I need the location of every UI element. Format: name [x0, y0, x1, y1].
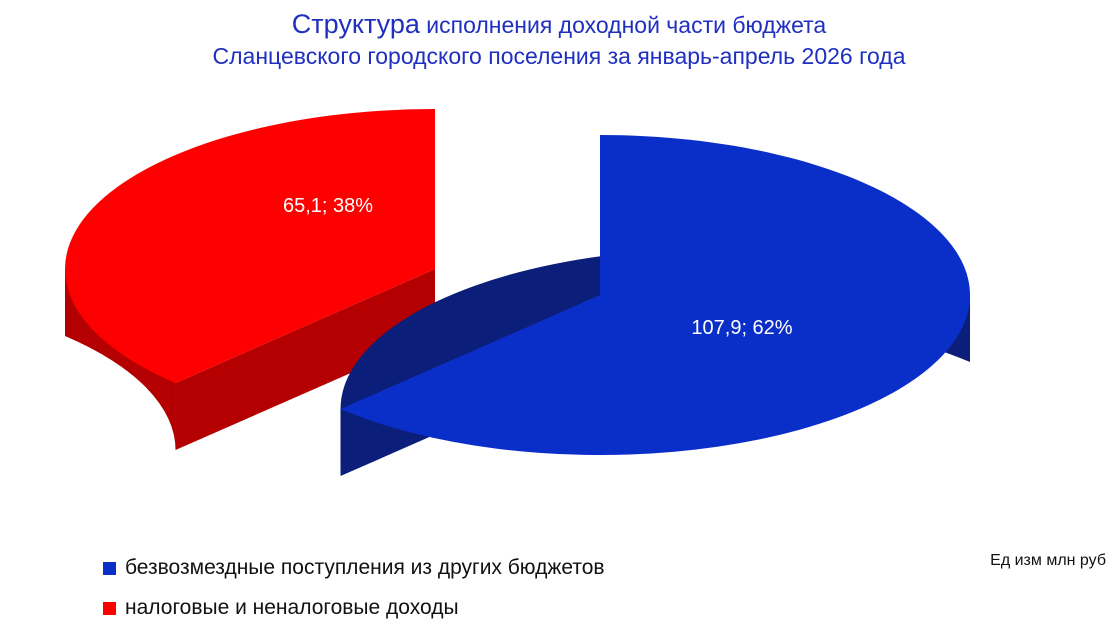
- legend-swatch-red: [103, 601, 116, 615]
- data-label: 107,9; 62%: [691, 317, 792, 339]
- unit-note: Ед изм млн руб: [990, 552, 1106, 569]
- legend-label-tax: налоговые и неналоговые доходы: [125, 596, 459, 619]
- legend-item-grants: безвозмездные поступления из других бюдж…: [103, 548, 605, 588]
- slice-top: [340, 135, 970, 455]
- slice-grants: 107,9; 62%: [340, 135, 970, 477]
- slice-cut-face: [175, 269, 435, 451]
- title-line1-rest: исполнения доходной части бюджета: [426, 12, 827, 38]
- slice-top: [65, 109, 436, 384]
- legend-swatch-blue: [103, 561, 116, 575]
- legend-item-tax: налоговые и неналоговые доходы: [103, 588, 605, 628]
- title-word: Структура: [291, 9, 420, 39]
- legend-label-grants: безвозмездные поступления из других бюдж…: [125, 556, 605, 579]
- chart-legend: безвозмездные поступления из других бюдж…: [103, 548, 605, 628]
- chart-title: Структура исполнения доходной части бюдж…: [0, 8, 1118, 71]
- title-line2: Сланцевского городского поселения за янв…: [212, 43, 906, 69]
- slice-tax: 65,1; 38%: [65, 109, 436, 451]
- data-label: 65,1; 38%: [283, 195, 373, 217]
